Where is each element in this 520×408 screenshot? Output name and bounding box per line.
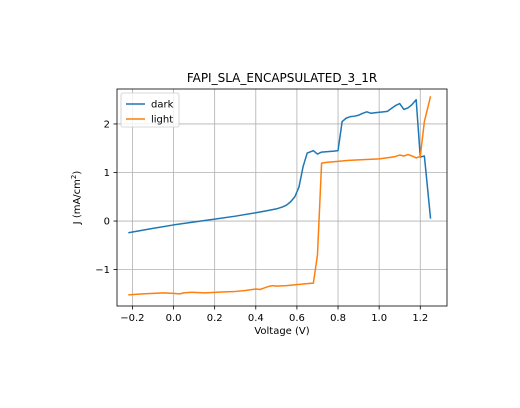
x-tick-label: 0.4 — [248, 313, 264, 324]
x-tick-label: 0.6 — [289, 313, 305, 324]
series-line-light — [128, 96, 432, 296]
legend-label-light: light — [151, 115, 173, 126]
y-tick-label: 2 — [104, 119, 110, 130]
y-tick-label: −1 — [95, 265, 110, 276]
y-tick-label: 1 — [104, 168, 110, 179]
series-line-dark — [128, 98, 432, 234]
x-tick-label: 1.0 — [371, 313, 387, 324]
y-axis-ticks: −1 0 1 2 — [95, 119, 117, 276]
x-tick-label: 1.2 — [412, 313, 428, 324]
x-tick-label: 0.2 — [207, 313, 223, 324]
y-axis-label-main: J (mA/cm — [72, 179, 83, 225]
axes-frame — [116, 88, 448, 307]
chart-title: FAPI_SLA_ENCAPSULATED_3_1R — [187, 71, 377, 85]
x-tick-label: −0.2 — [120, 313, 144, 324]
y-tick-label: 0 — [104, 217, 110, 228]
legend-label-dark: dark — [151, 100, 174, 111]
y-axis-label: J (mA/cm2) — [70, 171, 83, 226]
y-axis-label-superscript: 2 — [70, 175, 78, 179]
x-tick-label: 0.0 — [166, 313, 182, 324]
grid-lines — [117, 89, 447, 306]
plot-area — [128, 96, 432, 296]
x-axis-label: Voltage (V) — [254, 326, 309, 337]
x-tick-label: 0.8 — [330, 313, 346, 324]
x-axis-ticks: −0.2 0.0 0.2 0.4 0.6 0.8 1.0 1.2 — [120, 306, 428, 324]
y-axis-label-tail: ) — [72, 171, 83, 175]
legend: dark light — [120, 92, 180, 128]
